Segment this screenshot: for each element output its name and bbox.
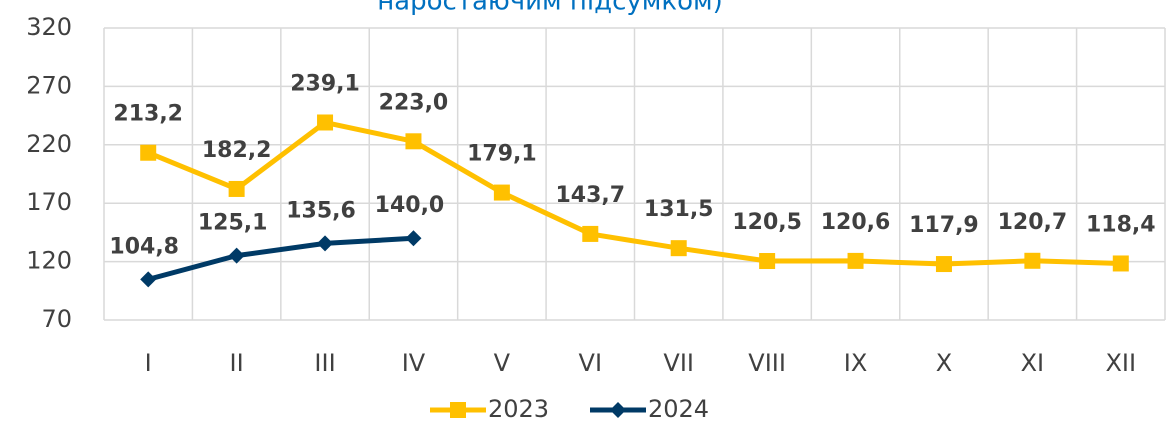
y-tick-label: 120 [26, 247, 72, 275]
point [405, 133, 422, 150]
x-tick-label: III [314, 349, 335, 377]
y-tick-label: 70 [41, 305, 72, 333]
x-tick-label: II [230, 349, 244, 377]
point [1024, 252, 1041, 269]
point [405, 230, 422, 247]
x-tick-label: VIII [748, 349, 786, 377]
series-line [147, 119, 1121, 267]
point [847, 252, 864, 269]
point [1112, 255, 1129, 272]
data-label: 182,2 [202, 138, 272, 163]
point [228, 180, 245, 197]
series-line [147, 235, 414, 282]
data-label: 140,0 [375, 193, 445, 218]
legend-marker [450, 402, 466, 418]
x-tick-label: X [936, 349, 952, 377]
data-label: 120,6 [821, 210, 891, 235]
data-label: 117,9 [909, 213, 979, 238]
legend-label: 2023 [488, 395, 549, 422]
x-tick-label: VI [579, 349, 603, 377]
x-tick-label: I [145, 349, 152, 377]
data-label: 131,5 [644, 197, 714, 222]
point [493, 184, 510, 201]
legend-label: 2024 [648, 395, 709, 422]
point [228, 247, 245, 264]
data-label: 223,0 [379, 90, 449, 115]
x-tick-label: IV [402, 349, 426, 377]
x-tick-label: V [494, 349, 511, 377]
x-tick-label: VII [663, 349, 694, 377]
point [582, 225, 599, 242]
legend-marker [610, 402, 626, 418]
data-label: 120,7 [998, 210, 1068, 235]
chart-title: наростаючим підсумком) [377, 0, 723, 17]
point [317, 235, 334, 252]
data-label: 104,8 [109, 234, 179, 259]
y-tick-label: 320 [26, 13, 72, 41]
data-label: 239,1 [290, 71, 360, 96]
x-tick-label: IX [844, 349, 868, 377]
data-label: 179,1 [467, 142, 537, 167]
data-label: 120,5 [732, 210, 802, 235]
x-tick-label: XII [1105, 349, 1136, 377]
y-tick-label: 170 [26, 188, 72, 216]
point [140, 144, 157, 161]
point [670, 240, 687, 257]
y-tick-label: 270 [26, 71, 72, 99]
point [140, 271, 157, 288]
point [759, 253, 776, 270]
data-label: 213,2 [113, 102, 183, 127]
y-tick-label: 220 [26, 130, 72, 158]
data-label: 118,4 [1086, 212, 1156, 237]
data-label: 125,1 [198, 211, 268, 236]
point [935, 256, 952, 273]
data-label: 135,6 [286, 198, 356, 223]
data-label: 143,7 [555, 183, 625, 208]
x-tick-label: XI [1021, 349, 1045, 377]
point [317, 114, 334, 131]
